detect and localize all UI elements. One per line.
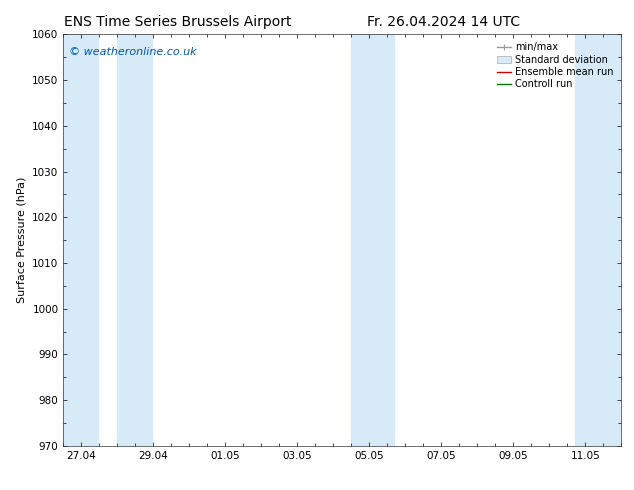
Legend: min/max, Standard deviation, Ensemble mean run, Controll run: min/max, Standard deviation, Ensemble me… — [494, 39, 616, 92]
Bar — [351, 34, 394, 446]
Text: Fr. 26.04.2024 14 UTC: Fr. 26.04.2024 14 UTC — [367, 15, 521, 29]
Bar — [117, 34, 153, 446]
Bar — [574, 34, 621, 446]
Text: © weatheronline.co.uk: © weatheronline.co.uk — [69, 47, 197, 57]
Bar — [63, 34, 100, 446]
Y-axis label: Surface Pressure (hPa): Surface Pressure (hPa) — [16, 177, 27, 303]
Text: ENS Time Series Brussels Airport: ENS Time Series Brussels Airport — [64, 15, 291, 29]
